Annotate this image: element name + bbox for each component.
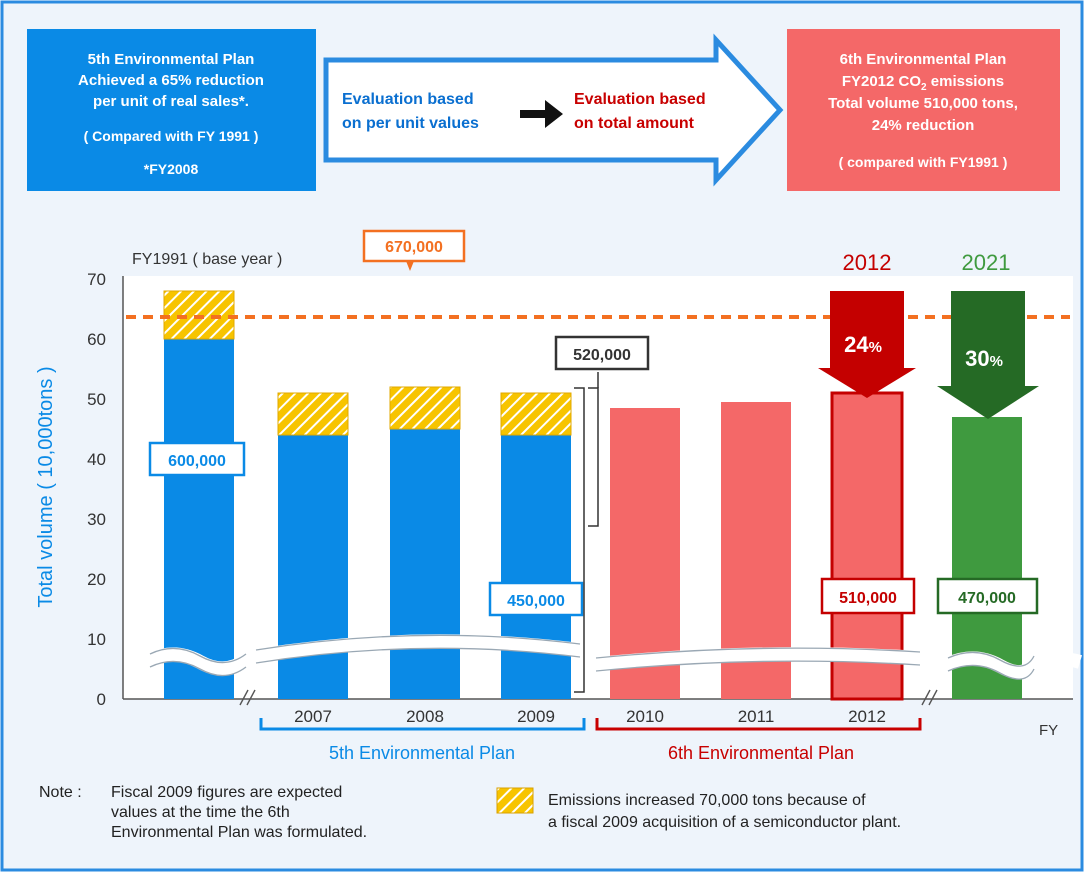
legend-line1: Emissions increased 70,000 tons because … xyxy=(548,792,866,809)
notes-section: Note : Fiscal 2009 figures are expected … xyxy=(39,784,901,841)
x-tick-label: 2008 xyxy=(406,707,444,726)
plan5-line2: Achieved a 65% reduction xyxy=(78,72,264,89)
plan6-line2: FY2012 CO2 emissions xyxy=(842,73,1004,93)
hatch-segment-2008 xyxy=(389,386,461,430)
plan6-summary-box: 6th Environmental Plan FY2012 CO2 emissi… xyxy=(787,29,1060,191)
callout-fy2009: 450,000 xyxy=(488,581,584,617)
y-tick-label: 20 xyxy=(87,570,106,589)
callout-fy2012: 510,000 xyxy=(820,577,916,615)
axis-break-squiggles xyxy=(146,634,1083,679)
x-axis-title: FY xyxy=(1039,722,1058,739)
plan5-line1: 5th Environmental Plan xyxy=(88,51,255,68)
bar-2009 xyxy=(501,435,571,699)
callout-fy2009-total: 520,000 xyxy=(554,335,650,693)
x-tick-label: 2011 xyxy=(738,707,775,726)
arrow-left-line2: on per unit values xyxy=(342,115,479,132)
target-year-2012: 2012 xyxy=(843,250,892,275)
plan5-box-bg xyxy=(27,29,316,191)
target-arrow-2021: 2021 30% xyxy=(937,250,1039,419)
evaluation-shift-arrow: Evaluation based on per unit values Eval… xyxy=(323,33,784,187)
hatch-segment-2007 xyxy=(277,392,349,436)
note-label: Note : xyxy=(39,784,82,801)
hatch-segment-2009 xyxy=(500,392,572,436)
axis-break-squiggle-outlines xyxy=(149,634,1035,680)
callout-fy1991-value: 600,000 xyxy=(168,453,226,470)
arrow-right-line1: Evaluation based xyxy=(574,91,706,108)
x-tick-labels: 2007 2008 2009 2010 2011 2012 xyxy=(294,707,886,726)
x-tick-label: 2012 xyxy=(848,707,886,726)
down-arrow-2012-icon xyxy=(818,291,916,398)
bar-2008 xyxy=(390,429,460,699)
y-tick-label: 40 xyxy=(87,450,106,469)
plan5-summary-box: 5th Environmental Plan Achieved a 65% re… xyxy=(27,29,316,191)
callout-fy2009-value: 450,000 xyxy=(507,593,565,610)
note-line3: Environmental Plan was formulated. xyxy=(111,824,367,841)
down-arrow-2021-icon xyxy=(937,291,1039,419)
callout-fy2009-total-value: 520,000 xyxy=(573,347,631,364)
plan6-line3: Total volume 510,000 tons, xyxy=(828,95,1018,112)
y-tick-label: 60 xyxy=(87,330,106,349)
x-axis-break-marks xyxy=(239,689,938,706)
hatch-legend-swatch xyxy=(496,787,534,814)
y-tick-label: 30 xyxy=(87,510,106,529)
target-arrow-2012: 2012 24% xyxy=(818,250,916,398)
y-tick-label: 10 xyxy=(87,630,106,649)
x-tick-label: 2010 xyxy=(626,707,664,726)
callout-fy2021: 470,000 xyxy=(936,577,1039,615)
callout-fy2021-value: 470,000 xyxy=(958,590,1016,607)
plan6-box-bg xyxy=(787,29,1060,191)
callout-fy2012-value: 510,000 xyxy=(839,590,897,607)
base-callout-box xyxy=(362,229,466,263)
plan5-bracket xyxy=(259,718,586,731)
plan5-line4: ( Compared with FY 1991 ) xyxy=(84,128,259,144)
callout-fy1991: 600,000 xyxy=(148,441,246,477)
y-tick-label: 50 xyxy=(87,390,106,409)
plan6-group: 6th Environmental Plan xyxy=(595,718,922,763)
y-tick-label: 0 xyxy=(97,690,106,709)
plan6-line4: 24% reduction xyxy=(872,117,975,134)
bar-2010 xyxy=(610,408,680,699)
note-line2: values at the time the 6th xyxy=(111,804,290,821)
plan5-line5: *FY2008 xyxy=(144,161,199,177)
plan5-group-label: 5th Environmental Plan xyxy=(329,743,515,763)
bracket-2009-total xyxy=(588,387,599,527)
bar-fy1991 xyxy=(164,339,234,699)
y-axis-title: Total volume ( 10,000tons ) xyxy=(35,366,57,607)
plan6-bracket xyxy=(595,718,922,731)
bar-2007 xyxy=(278,435,348,699)
target-percent-2012: 24% xyxy=(844,332,882,357)
base-year-label: FY1991 ( base year ) xyxy=(132,251,282,268)
plan6-group-label: 6th Environmental Plan xyxy=(668,743,854,763)
small-right-arrow-icon xyxy=(520,100,563,128)
bracket-2009-bar xyxy=(574,387,585,693)
arrow-left-line1: Evaluation based xyxy=(342,91,474,108)
x-tick-label: 2007 xyxy=(294,707,332,726)
base-callout-pointer xyxy=(406,261,414,271)
y-tick-label: 70 xyxy=(87,270,106,289)
target-percent-2021: 30% xyxy=(965,346,1003,371)
base-year-callout: 670,000 xyxy=(362,229,466,271)
y-tick-labels: 0 10 20 30 40 50 60 70 xyxy=(87,270,106,709)
x-tick-label: 2009 xyxy=(517,707,555,726)
base-callout-value: 670,000 xyxy=(385,239,443,256)
bars-layer xyxy=(163,290,1022,701)
bar-fy2021 xyxy=(952,417,1022,699)
plan5-line3: per unit of real sales*. xyxy=(93,93,249,110)
legend-line2: a fiscal 2009 acquisition of a semicondu… xyxy=(548,814,901,831)
plan5-group: 5th Environmental Plan xyxy=(259,718,586,763)
plan6-line5: ( compared with FY1991 ) xyxy=(839,154,1008,170)
arrow-right-line2: on total amount xyxy=(574,115,695,132)
target-year-2021: 2021 xyxy=(962,250,1011,275)
plan6-line1: 6th Environmental Plan xyxy=(840,51,1007,68)
note-line1: Fiscal 2009 figures are expected xyxy=(111,784,342,801)
